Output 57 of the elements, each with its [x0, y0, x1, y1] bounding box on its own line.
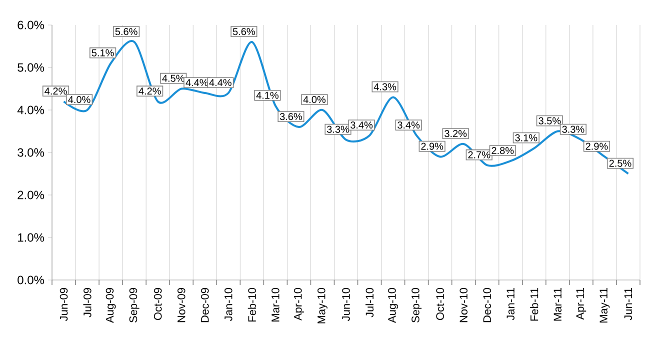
- x-tick-label: Jun-10: [342, 288, 350, 321]
- data-label: 3.4%: [350, 122, 373, 129]
- data-label: 2.9%: [421, 142, 444, 150]
- x-tick-label: Nov-09: [177, 288, 186, 322]
- x-tick-label: Jun-09: [60, 288, 68, 321]
- x-tick-label: Feb-11: [530, 288, 538, 321]
- x-tick-label: May-11: [600, 288, 610, 322]
- x-tick-label: Apr-10: [294, 288, 304, 321]
- data-label: 4.0%: [68, 96, 90, 104]
- data-label: 4.5%: [162, 74, 184, 82]
- x-tick-label: Mar-11: [554, 288, 562, 321]
- y-tick-label: 1.0%: [18, 233, 44, 242]
- x-tick-label: Sep-10: [412, 288, 422, 322]
- data-label: 4.3%: [374, 83, 396, 90]
- data-label: 2.5%: [609, 160, 632, 167]
- data-label: 3.6%: [280, 113, 302, 120]
- y-tick-label: 6.0%: [18, 20, 44, 30]
- data-label: 2.7%: [468, 151, 490, 158]
- x-tick-label: Oct-10: [436, 288, 444, 320]
- x-tick-label: Aug-09: [106, 288, 116, 323]
- data-label: 4.1%: [256, 92, 278, 99]
- data-label: 5.6%: [232, 28, 255, 36]
- x-tick-label: May-10: [318, 288, 328, 324]
- data-label: 4.2%: [44, 88, 67, 95]
- y-tick-label: 4.0%: [17, 106, 44, 114]
- data-label: 2.9%: [586, 142, 608, 150]
- x-tick-label: Dec-09: [201, 288, 209, 322]
- data-label: 2.8%: [492, 147, 514, 154]
- x-tick-label: Jul-10: [365, 288, 374, 318]
- x-tick-label: Jan-10: [224, 288, 232, 321]
- data-label: 5.6%: [115, 28, 138, 36]
- x-tick-label: Oct-09: [154, 288, 162, 320]
- x-tick-label: Dec-10: [483, 288, 492, 322]
- x-tick-label: Aug-10: [388, 288, 398, 323]
- data-label: 3.5%: [538, 117, 561, 124]
- data-label: 4.4%: [186, 79, 208, 86]
- data-label: 5.1%: [92, 49, 114, 56]
- x-tick-label: Mar-10: [272, 288, 280, 322]
- y-tick-label: 3.0%: [18, 148, 44, 157]
- data-label: 3.3%: [562, 126, 584, 133]
- x-tick-label: Jul-09: [83, 288, 92, 318]
- x-tick-label: Apr-11: [576, 288, 586, 320]
- x-tick-label: Nov-10: [460, 288, 468, 322]
- data-label: 4.0%: [303, 96, 326, 104]
- x-tick-label: Sep-09: [129, 288, 140, 322]
- y-tick-label: 5.0%: [18, 63, 44, 72]
- data-label: 4.4%: [209, 79, 232, 86]
- x-tick-label: Feb-10: [248, 288, 256, 322]
- data-label: 3.1%: [515, 134, 538, 142]
- x-tick-label: Jun-11: [624, 288, 632, 320]
- data-label: 4.2%: [138, 88, 161, 95]
- data-label: 3.2%: [444, 130, 467, 138]
- data-label: 3.4%: [398, 122, 420, 129]
- data-label: 3.3%: [326, 126, 350, 133]
- y-tick-label: 2.0%: [18, 190, 44, 200]
- y-tick-label: 0.0%: [18, 276, 44, 284]
- x-tick-label: Jan-11: [506, 288, 514, 320]
